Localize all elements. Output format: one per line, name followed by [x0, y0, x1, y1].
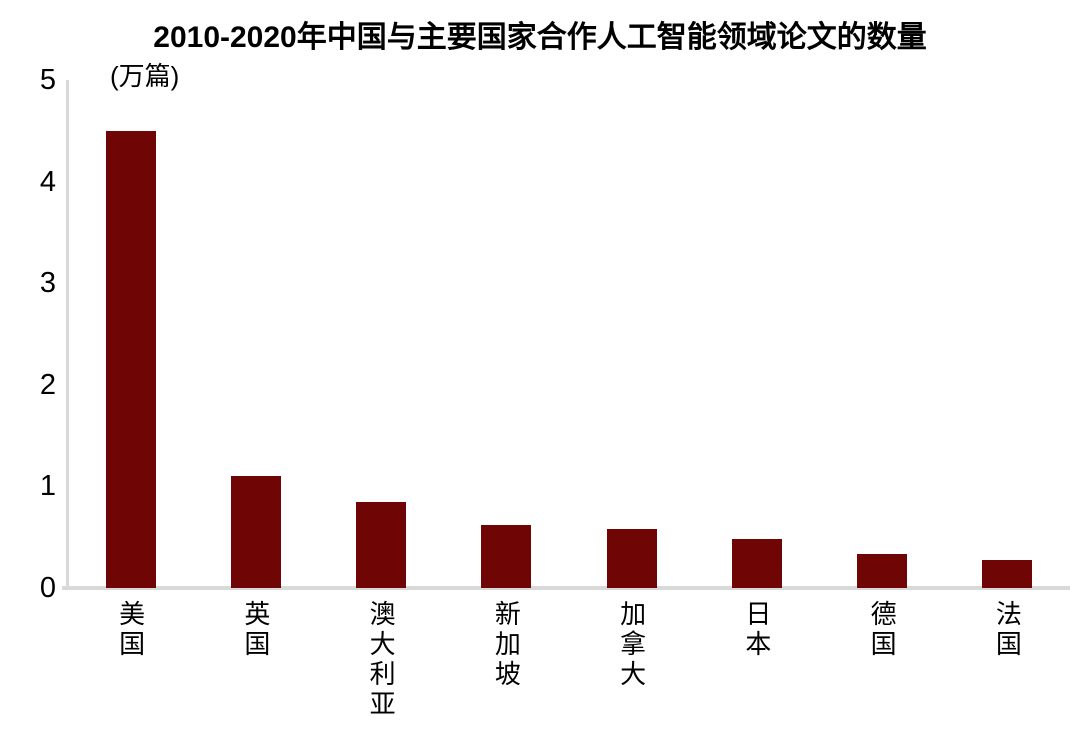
y-axis-line — [66, 80, 69, 588]
y-tick-label: 3 — [39, 267, 56, 300]
x-tick-label: 法国 — [992, 600, 1023, 660]
x-tick-label: 德国 — [867, 600, 898, 660]
y-axis-unit-label: (万篇) — [110, 61, 180, 91]
bar — [857, 554, 908, 588]
x-tick-label: 澳大利亚 — [366, 600, 397, 720]
y-tick-label: 5 — [39, 64, 56, 96]
x-tick-label: 日本 — [741, 600, 772, 660]
chart-title: 2010-2020年中国与主要国家合作人工智能领域论文的数量 — [153, 21, 927, 54]
x-axis-line — [62, 586, 1070, 590]
bar — [982, 559, 1033, 588]
bar — [481, 525, 532, 588]
x-tick-label: 美国 — [115, 600, 146, 660]
bar — [731, 539, 782, 588]
x-tick-label: 加拿大 — [616, 600, 647, 690]
bar — [105, 130, 156, 588]
y-tick-label: 4 — [39, 165, 56, 198]
bar — [606, 529, 657, 588]
x-tick-label: 英国 — [240, 600, 271, 660]
bar — [356, 501, 407, 588]
y-tick-label: 2 — [39, 368, 56, 401]
x-tick-label: 新加坡 — [491, 600, 522, 690]
y-tick-label: 1 — [39, 470, 56, 503]
bar — [230, 476, 281, 588]
y-tick-label: 0 — [39, 572, 56, 604]
